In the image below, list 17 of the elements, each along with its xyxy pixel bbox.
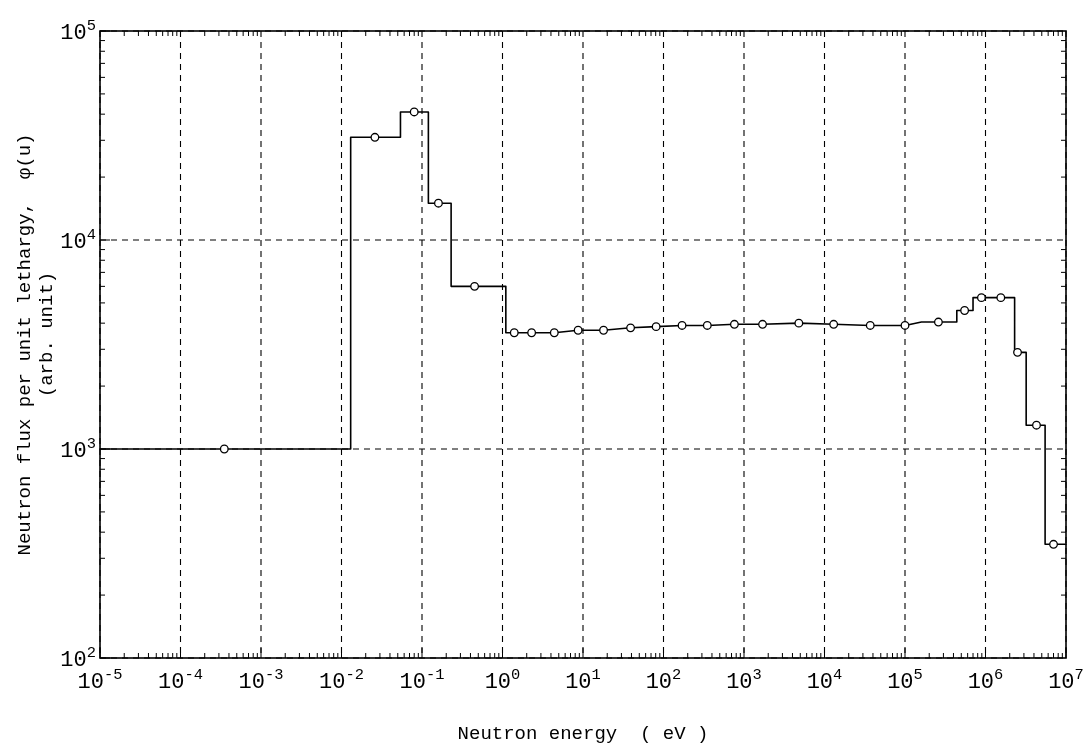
x-tick-label: 10$^{1}$ — [565, 666, 601, 695]
x-tick-label: 10$^{6}$ — [967, 666, 1004, 695]
y-tick-label: 10$^{4}$ — [60, 226, 96, 255]
y-tick-label: 10$^{3}$ — [60, 435, 96, 464]
y-tick-label: 10$^{5}$ — [60, 17, 96, 46]
x-tick-label: 10$^{-1}$ — [399, 666, 445, 695]
x-axis-title: Neutron energy ( eV ) — [457, 723, 709, 745]
x-tick-label: 10$^{2}$ — [645, 666, 682, 695]
y-axis-title: Neutron flux per unit lethargy, φ(u) (arb. unit) — [14, 133, 58, 556]
x-tick-label: 10$^{4}$ — [806, 666, 843, 695]
x-tick-label: 10$^{-3}$ — [238, 666, 284, 695]
x-tick-label: 10$^{7}$ — [1048, 666, 1084, 695]
x-tick-label: 10$^{0}$ — [484, 666, 521, 695]
x-tick-label: 10$^{-4}$ — [158, 666, 203, 695]
x-tick-label: 10$^{5}$ — [887, 666, 923, 695]
x-tick-label: 10$^{3}$ — [726, 666, 762, 695]
x-tick-label: 10$^{-2}$ — [319, 666, 364, 695]
